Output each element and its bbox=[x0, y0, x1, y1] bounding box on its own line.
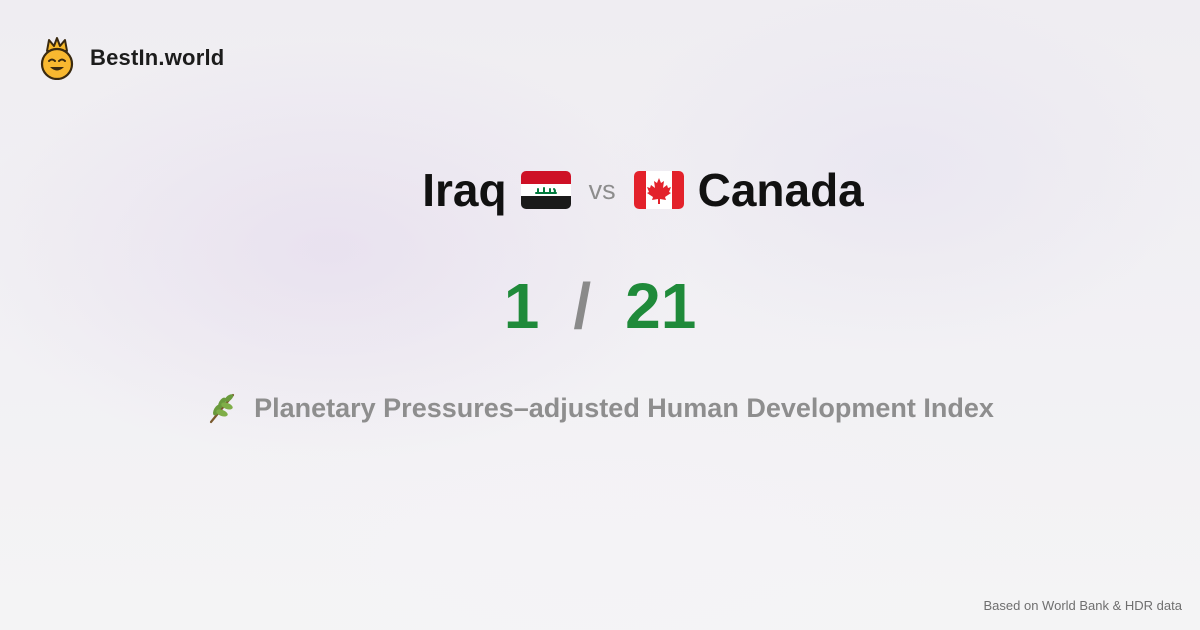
brand-name: BestIn.world bbox=[90, 45, 225, 70]
crown-smiley-icon bbox=[40, 37, 74, 80]
score-separator: / bbox=[573, 270, 592, 342]
right-score: 21 bbox=[625, 270, 697, 342]
brand[interactable]: BestIn.world bbox=[38, 36, 224, 80]
left-score: 1 bbox=[503, 270, 540, 342]
herb-sprig-icon bbox=[210, 393, 235, 424]
comparison-title: Iraq vs Canada bbox=[0, 160, 1200, 220]
score-display: 1 / 21 bbox=[0, 266, 1200, 346]
iraq-flag-icon bbox=[520, 171, 571, 209]
right-country-name: Canada bbox=[697, 164, 864, 216]
canada-flag-icon bbox=[633, 171, 684, 209]
metric-label: Planetary Pressures–adjusted Human Devel… bbox=[254, 392, 994, 423]
data-source-note: Based on World Bank & HDR data bbox=[983, 598, 1182, 613]
metric-row: Planetary Pressures–adjusted Human Devel… bbox=[0, 384, 1200, 432]
vs-label: vs bbox=[588, 174, 616, 205]
left-country-name: Iraq bbox=[422, 164, 507, 216]
